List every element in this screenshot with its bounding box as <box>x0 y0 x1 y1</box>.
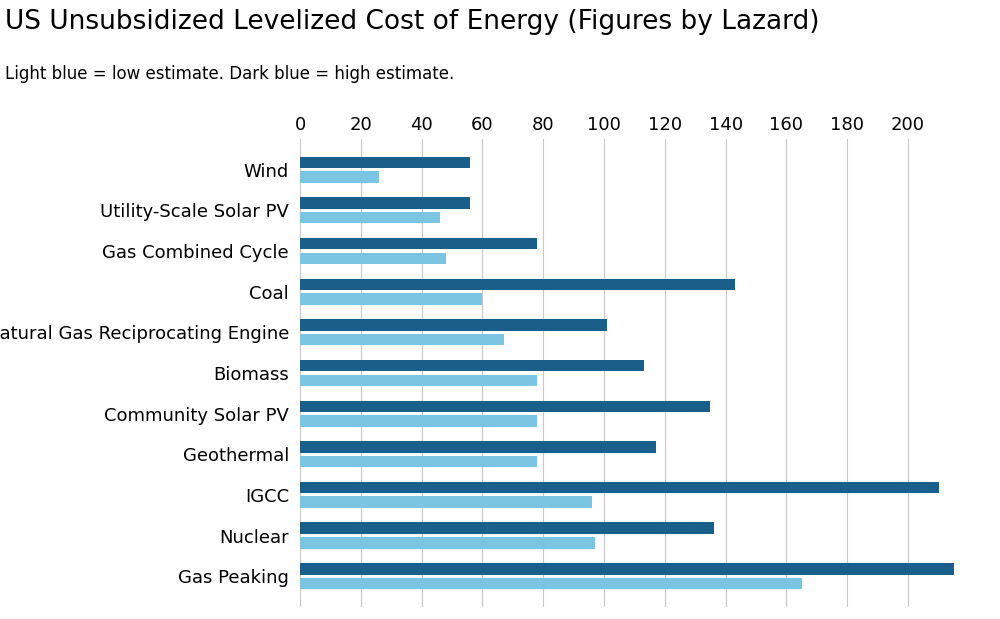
Bar <box>300 293 482 305</box>
Bar <box>300 171 379 183</box>
Bar <box>300 374 537 386</box>
Bar <box>300 415 537 426</box>
Bar <box>300 496 592 508</box>
Bar <box>300 522 714 534</box>
Bar <box>300 441 656 452</box>
Bar <box>300 157 470 168</box>
Bar <box>300 400 710 412</box>
Bar <box>300 563 954 574</box>
Bar <box>300 360 644 371</box>
Text: US Unsubsidized Levelized Cost of Energy (Figures by Lazard): US Unsubsidized Levelized Cost of Energy… <box>5 9 820 35</box>
Bar <box>300 482 939 493</box>
Bar <box>300 253 446 264</box>
Bar <box>300 537 595 548</box>
Bar <box>300 197 470 209</box>
Bar <box>300 334 504 345</box>
Bar <box>300 238 537 249</box>
Bar <box>300 456 537 467</box>
Bar <box>300 279 735 290</box>
Bar <box>300 319 607 331</box>
Text: Light blue = low estimate. Dark blue = high estimate.: Light blue = low estimate. Dark blue = h… <box>5 65 454 83</box>
Bar <box>300 578 802 589</box>
Bar <box>300 212 440 223</box>
